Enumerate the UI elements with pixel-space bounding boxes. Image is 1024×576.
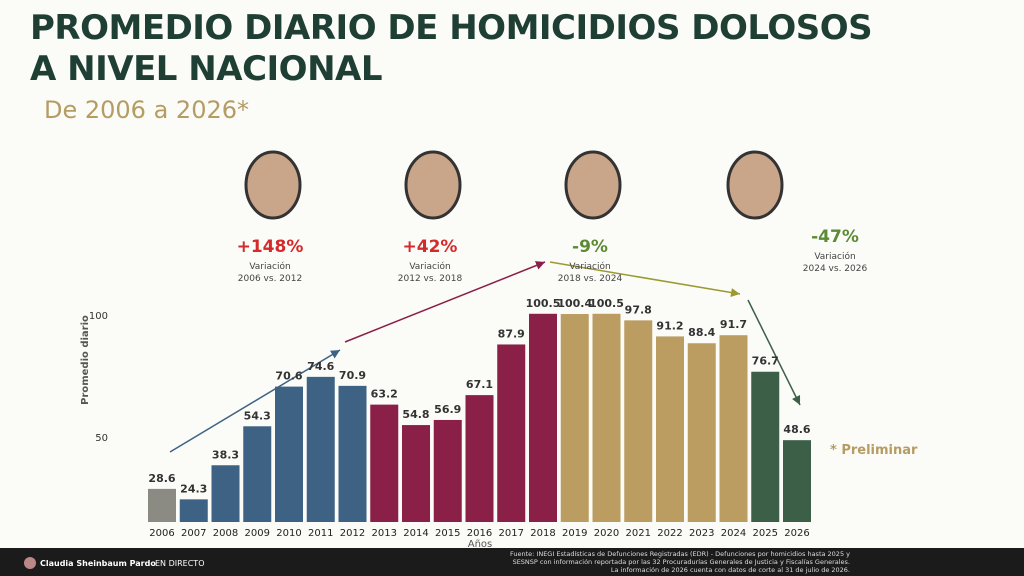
value-label: 28.6	[148, 472, 175, 485]
bar	[592, 313, 621, 522]
player-bar	[0, 548, 1024, 576]
x-tick-label: 2023	[689, 528, 714, 539]
bar	[497, 344, 526, 522]
variation-period: 2018 vs. 2024	[558, 274, 623, 284]
bar	[687, 343, 716, 522]
variation-label: Variación	[409, 261, 450, 272]
value-label: 74.6	[307, 360, 334, 373]
bar	[179, 499, 208, 522]
x-tick-label: 2011	[308, 528, 333, 539]
bar	[338, 385, 367, 522]
value-label: 54.8	[402, 408, 429, 421]
y-tick-label: 100	[89, 311, 108, 322]
bar	[624, 320, 653, 522]
bar	[751, 371, 780, 522]
bar	[560, 314, 589, 522]
x-tick-label: 2014	[403, 528, 428, 539]
x-tick-label: 2018	[530, 528, 555, 539]
value-label: 100.4	[557, 297, 592, 310]
source-line: Fuente: INEGI Estadísticas de Defuncione…	[510, 550, 850, 558]
value-label: 67.1	[466, 378, 493, 391]
y-tick-label: 50	[95, 433, 108, 444]
value-label: 24.3	[180, 482, 207, 495]
x-tick-label: 2017	[499, 528, 524, 539]
bar	[656, 336, 684, 522]
variation-value: -9%	[572, 237, 608, 257]
y-axis-label: Promedio diario	[80, 315, 91, 405]
value-label: 70.6	[275, 370, 302, 383]
value-label: 91.7	[720, 318, 747, 331]
x-tick-label: 2021	[626, 528, 651, 539]
value-label: 97.8	[625, 303, 652, 316]
bar	[783, 440, 811, 522]
variation-period: 2012 vs. 2018	[398, 274, 463, 284]
x-tick-label: 2006	[149, 528, 174, 539]
variation-period: 2024 vs. 2026	[803, 264, 868, 274]
x-tick-label: 2010	[276, 528, 301, 539]
trend-arrows	[169, 261, 801, 453]
x-tick-label: 2009	[245, 528, 270, 539]
x-axis-label: Años	[468, 539, 493, 550]
x-tick-label: 2026	[784, 528, 809, 539]
variation-label: Variación	[569, 261, 610, 272]
bar	[211, 465, 240, 522]
value-label: 54.3	[244, 409, 271, 422]
chart-title: PROMEDIO DIARIO DE HOMICIDIOS DOLOSOS A …	[30, 8, 873, 89]
variation-period: 2006 vs. 2012	[238, 274, 302, 284]
value-label: 56.9	[434, 403, 461, 416]
bar	[275, 386, 303, 522]
variation-value: +148%	[237, 237, 304, 257]
x-tick-label: 2022	[657, 528, 682, 539]
x-tick-label: 2016	[467, 528, 492, 539]
x-tick-label: 2012	[340, 528, 365, 539]
bar	[529, 313, 557, 522]
x-tick-label: 2013	[372, 528, 397, 539]
bar	[148, 488, 176, 522]
bar	[243, 426, 272, 522]
variation-label: Variación	[249, 261, 290, 272]
live-badge: EN DIRECTO	[155, 559, 204, 568]
value-label: 48.6	[783, 423, 810, 436]
variation-label: Variación	[814, 251, 855, 262]
value-label: 38.3	[212, 448, 239, 461]
x-tick-label: 2019	[562, 528, 587, 539]
value-label: 87.9	[498, 327, 525, 340]
bar	[719, 335, 748, 522]
x-tick-label: 2025	[753, 528, 778, 539]
channel-name[interactable]: Claudia Sheinbaum Pardo	[40, 559, 156, 568]
value-label: 91.2	[656, 319, 683, 332]
x-tick-label: 2024	[721, 528, 746, 539]
source-line: La información de 2026 cuenta con datos …	[611, 566, 850, 574]
variation-value: +42%	[403, 237, 458, 257]
x-tick-label: 2015	[435, 528, 460, 539]
value-label: 63.2	[371, 388, 398, 401]
variation-value: -47%	[811, 227, 859, 247]
note: * Preliminar	[830, 443, 918, 458]
value-label: 100.5	[526, 297, 561, 310]
value-label: 70.9	[339, 369, 366, 382]
bar	[370, 404, 399, 522]
x-tick-label: 2007	[181, 528, 206, 539]
bar	[306, 376, 335, 522]
x-tick-label: 2020	[594, 528, 619, 539]
source-line: SESNSP con información reportada por las…	[513, 558, 850, 566]
x-tick-label: 2008	[213, 528, 238, 539]
bar	[402, 425, 430, 522]
bar	[465, 395, 494, 522]
value-label: 76.7	[752, 355, 779, 368]
value-label: 88.4	[688, 326, 715, 339]
chart-subtitle: De 2006 a 2026*	[44, 96, 249, 124]
bar	[433, 419, 462, 522]
portraits	[244, 150, 784, 220]
value-label: 100.5	[589, 297, 624, 310]
channel-avatar	[24, 557, 36, 569]
